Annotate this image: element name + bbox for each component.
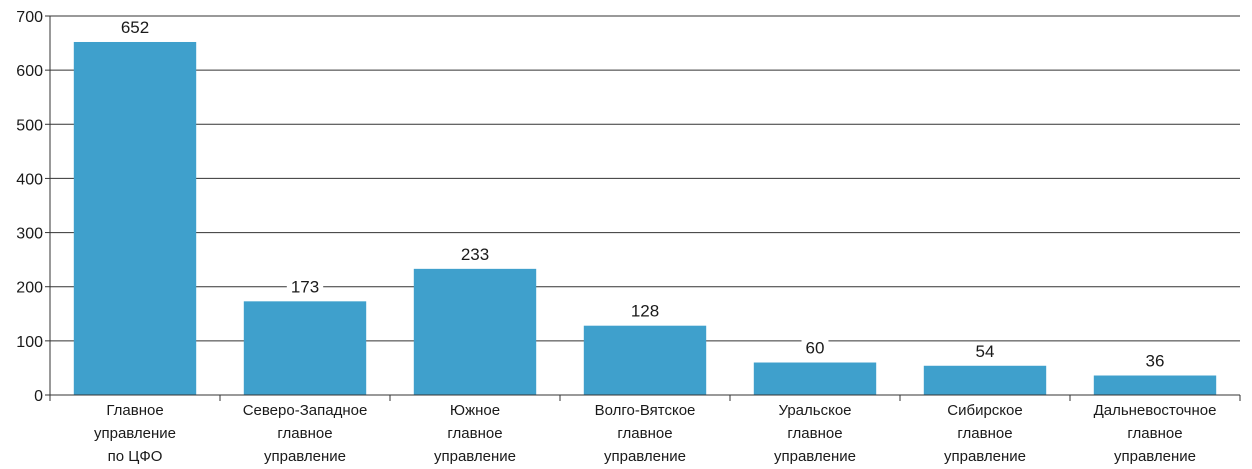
- y-tick-label: 300: [16, 226, 43, 243]
- category-label: Южное главное управление: [434, 402, 516, 465]
- bar: [583, 325, 707, 395]
- y-axis-tick-labels: 0 100 200 300 400 500 600 700: [16, 9, 43, 405]
- y-tick-label: 100: [16, 334, 43, 351]
- category-label: Сибирское главное управление: [944, 402, 1026, 465]
- bar: [753, 362, 877, 395]
- category-label: Главное управление по ЦФО: [94, 402, 176, 465]
- data-label-background: [626, 301, 664, 321]
- axes: [45, 15, 1241, 401]
- data-label: 128: [631, 302, 659, 321]
- y-tick-label: 700: [16, 9, 43, 26]
- bar: [243, 301, 367, 395]
- y-tick-label: 600: [16, 63, 43, 80]
- data-label-background: [1141, 351, 1169, 371]
- bar: [1093, 375, 1217, 395]
- data-label-background: [116, 17, 154, 37]
- y-tick-label: 400: [16, 171, 43, 188]
- y-tick-label: 0: [34, 388, 43, 405]
- data-label-background: [971, 341, 999, 361]
- bar: [413, 268, 537, 395]
- category-labels: Главное управление по ЦФО Северо-Западное гл…: [94, 402, 1216, 465]
- y-tick-label: 200: [16, 280, 43, 297]
- data-label: 60: [806, 339, 825, 358]
- data-label: 173: [291, 277, 319, 296]
- data-label: 54: [976, 342, 995, 361]
- data-label-background: [456, 244, 494, 264]
- bars: [73, 41, 1217, 395]
- data-label-background: [801, 338, 829, 358]
- gridlines: [50, 15, 1240, 342]
- category-label: Уральское главное управление: [774, 402, 856, 465]
- category-label: Северо-Западное главное управление: [243, 402, 368, 465]
- data-label: 652: [121, 18, 149, 37]
- category-label: Дальневосточное главное управление: [1094, 402, 1217, 465]
- data-labels: 652 173 233 128 60 54 36: [116, 17, 1169, 371]
- data-label-background: [286, 277, 324, 297]
- bar: [73, 41, 197, 395]
- category-label: Волго-Вятское главное управление: [595, 402, 696, 465]
- data-label: 36: [1146, 352, 1165, 371]
- y-tick-label: 500: [16, 117, 43, 134]
- bar: [923, 365, 1047, 395]
- data-label: 233: [461, 245, 489, 264]
